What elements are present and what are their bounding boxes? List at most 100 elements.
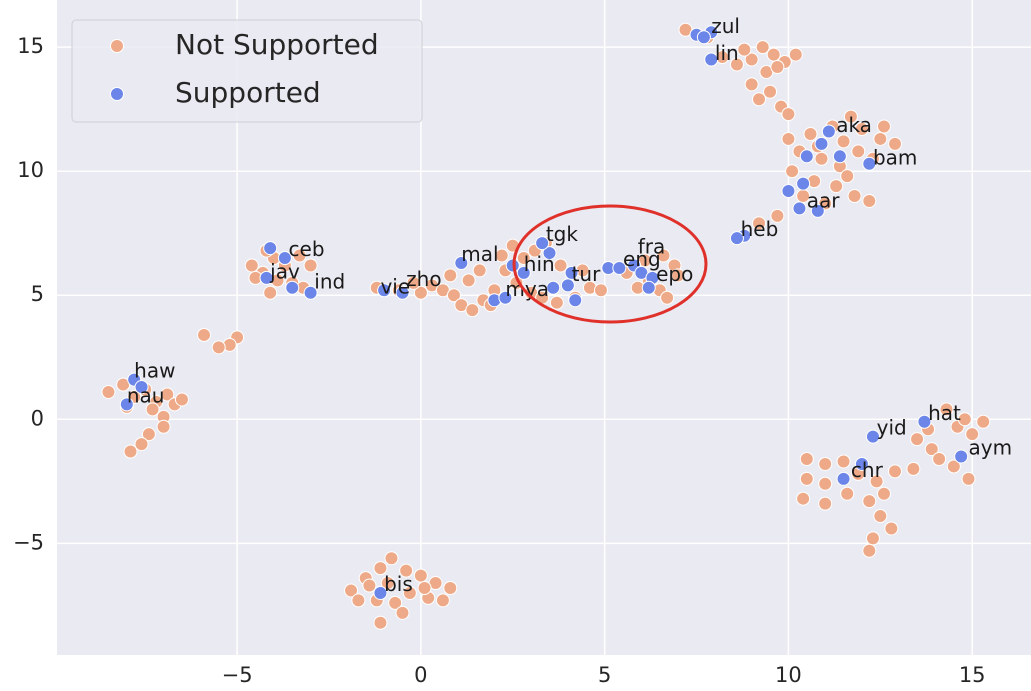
legend-label: Not Supported <box>175 28 379 61</box>
point-label: zho <box>406 267 441 291</box>
point <box>671 268 686 283</box>
point <box>553 258 568 273</box>
point <box>446 288 461 303</box>
point <box>814 151 829 166</box>
point <box>873 131 888 146</box>
point <box>380 576 395 591</box>
point <box>799 149 814 164</box>
point <box>384 551 399 566</box>
x-tick-label: 10 <box>775 663 802 687</box>
point <box>560 278 575 293</box>
point <box>656 248 671 263</box>
point-label: aym <box>969 436 1013 460</box>
point <box>660 290 675 305</box>
point <box>696 30 711 45</box>
point <box>763 84 778 99</box>
point-label: mal <box>461 242 498 266</box>
point <box>781 107 796 122</box>
x-tick-label: 0 <box>414 663 427 687</box>
point <box>770 59 785 74</box>
point <box>417 581 432 596</box>
point <box>818 496 833 511</box>
point <box>796 176 811 191</box>
point <box>568 293 583 308</box>
point <box>865 429 880 444</box>
point <box>134 380 149 395</box>
point <box>836 134 851 149</box>
point <box>156 419 171 434</box>
legend-marker <box>110 39 124 53</box>
point <box>799 451 814 466</box>
point <box>174 392 189 407</box>
point <box>744 52 759 67</box>
point <box>351 593 366 608</box>
point <box>766 47 781 62</box>
point <box>854 456 869 471</box>
point-label: fra <box>638 235 666 259</box>
point-label: tgk <box>546 222 579 246</box>
point <box>829 179 844 194</box>
point <box>888 464 903 479</box>
point <box>836 471 851 486</box>
point <box>454 255 469 270</box>
point <box>954 449 969 464</box>
point <box>770 208 785 223</box>
point <box>542 246 557 261</box>
point <box>840 486 855 501</box>
point <box>160 387 175 402</box>
point <box>847 189 862 204</box>
point <box>744 77 759 92</box>
point-label: aka <box>836 113 872 137</box>
point-label: lin <box>715 41 739 65</box>
y-tick-label: 5 <box>31 282 44 306</box>
point <box>939 402 954 417</box>
point <box>465 303 480 318</box>
point <box>917 414 932 429</box>
point <box>876 486 891 501</box>
point <box>729 231 744 246</box>
point <box>244 258 259 273</box>
point <box>737 42 752 57</box>
point <box>344 583 359 598</box>
point-label: bam <box>873 145 917 169</box>
point <box>413 568 428 583</box>
point-label: vie <box>380 274 410 298</box>
point <box>211 340 226 355</box>
x-tick-label: 5 <box>598 663 611 687</box>
point-label: yid <box>877 416 907 440</box>
point-label: heb <box>741 217 779 241</box>
point-label: haw <box>134 359 175 383</box>
highlight-ellipse <box>512 204 708 324</box>
point <box>435 593 450 608</box>
point-label: tur <box>572 262 602 286</box>
point <box>259 270 274 285</box>
point <box>612 260 627 275</box>
point <box>472 263 487 278</box>
point <box>593 283 608 298</box>
x-tick-label: −5 <box>222 663 253 687</box>
point <box>862 193 877 208</box>
point <box>704 52 719 67</box>
point <box>406 275 421 290</box>
point <box>862 156 877 171</box>
point-label: hat <box>928 401 961 425</box>
point <box>818 476 833 491</box>
point <box>549 295 564 310</box>
point <box>292 248 307 263</box>
point <box>862 494 877 509</box>
legend-marker <box>110 87 124 101</box>
y-tick-label: 0 <box>31 406 44 430</box>
point <box>965 427 980 442</box>
point <box>377 283 392 298</box>
point-label: epo <box>656 262 693 286</box>
point <box>818 456 833 471</box>
point <box>876 119 891 134</box>
x-tick-label: 15 <box>959 663 986 687</box>
point <box>395 605 410 620</box>
point <box>641 280 656 295</box>
point <box>869 474 884 489</box>
point <box>854 122 869 137</box>
point-label: hin <box>524 252 555 276</box>
point <box>303 258 318 273</box>
